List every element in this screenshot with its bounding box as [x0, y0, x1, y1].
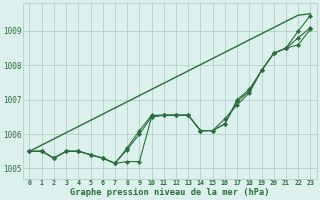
- X-axis label: Graphe pression niveau de la mer (hPa): Graphe pression niveau de la mer (hPa): [70, 188, 270, 197]
